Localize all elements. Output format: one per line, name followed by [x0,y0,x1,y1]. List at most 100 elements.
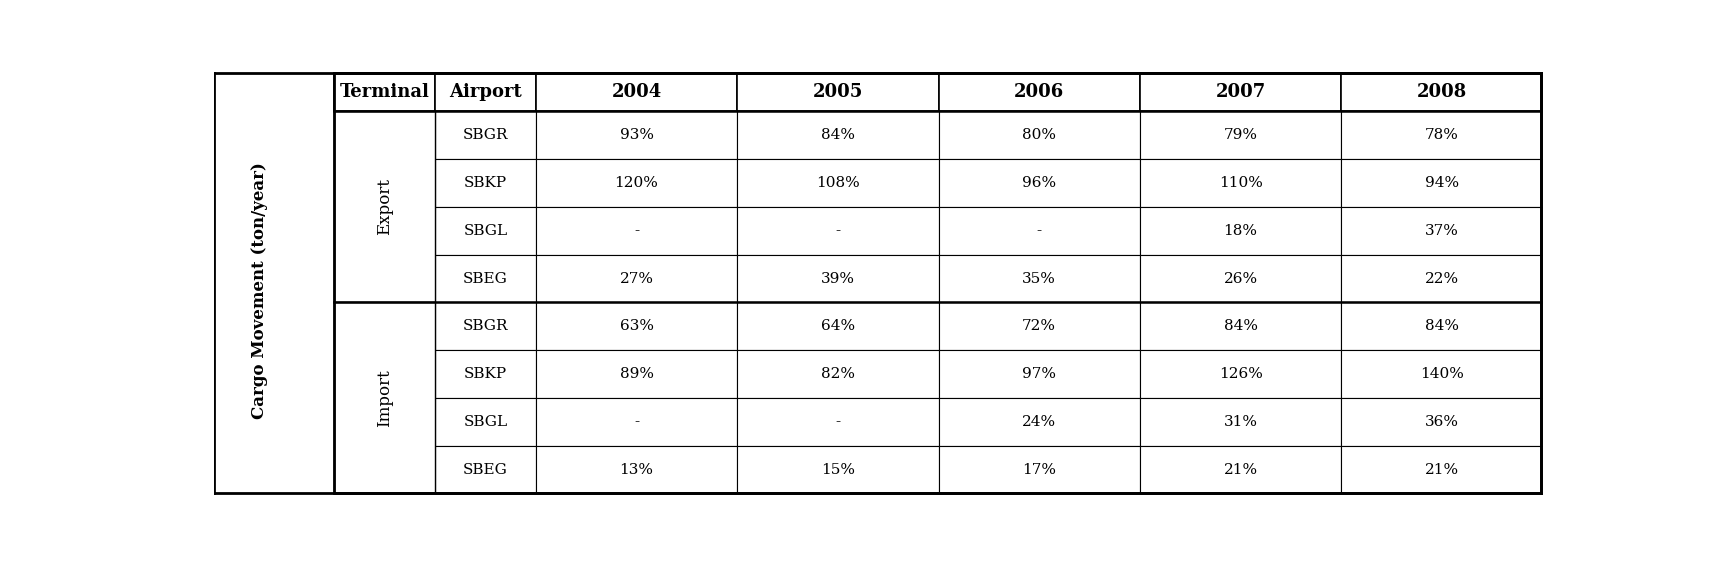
Text: 2007: 2007 [1215,83,1265,101]
Text: -: - [634,224,639,238]
Text: 140%: 140% [1419,367,1464,381]
Text: 84%: 84% [821,128,855,142]
Text: 27%: 27% [619,271,653,286]
Bar [435,446,536,494]
Bar [435,302,536,350]
Bar [737,446,939,494]
Bar [536,446,737,494]
Bar [1342,159,1543,207]
Text: SBKP: SBKP [464,367,507,381]
Text: Import: Import [377,369,393,427]
Bar [334,302,435,494]
Text: 64%: 64% [821,319,855,334]
Text: 84%: 84% [1224,319,1258,334]
Bar [1342,73,1543,112]
Bar [536,73,737,112]
Text: 2005: 2005 [812,83,864,101]
Text: 96%: 96% [1022,176,1056,190]
Text: 84%: 84% [1424,319,1459,334]
Bar [1140,302,1342,350]
Bar [939,159,1140,207]
Text: 97%: 97% [1022,367,1056,381]
Bar [435,112,536,159]
Text: 36%: 36% [1424,415,1459,429]
Bar [1342,446,1543,494]
Text: 89%: 89% [619,367,653,381]
Bar [737,112,939,159]
Bar [1140,446,1342,494]
Bar [1342,398,1543,446]
Bar [536,398,737,446]
Text: 126%: 126% [1219,367,1263,381]
Bar [737,398,939,446]
Text: 78%: 78% [1424,128,1459,142]
Bar [1140,159,1342,207]
Bar [737,159,939,207]
Text: 22%: 22% [1424,271,1459,286]
Text: SBEG: SBEG [463,463,507,476]
Bar [334,73,435,112]
Bar [939,350,1140,398]
Bar [1342,112,1543,159]
Text: SBGR: SBGR [463,128,509,142]
Bar [334,112,435,302]
Text: Terminal: Terminal [339,83,430,101]
Bar [1342,255,1543,302]
Bar [1342,302,1543,350]
Bar [435,255,536,302]
Text: SBEG: SBEG [463,271,507,286]
Text: 2004: 2004 [612,83,662,101]
Bar [939,112,1140,159]
Bar [536,112,737,159]
Text: Export: Export [377,179,393,236]
Text: 26%: 26% [1224,271,1258,286]
Text: -: - [835,415,840,429]
Bar [435,350,536,398]
Text: 21%: 21% [1424,463,1459,476]
Bar [435,398,536,446]
Bar [939,255,1140,302]
Bar [1140,73,1342,112]
Text: 35%: 35% [1022,271,1056,286]
Bar [1342,350,1543,398]
Text: 94%: 94% [1424,176,1459,190]
Bar [536,350,737,398]
Text: 17%: 17% [1022,463,1056,476]
Text: 120%: 120% [615,176,658,190]
Bar [1140,207,1342,255]
Text: -: - [1037,224,1042,238]
Bar [737,207,939,255]
Bar [435,207,536,255]
Bar [536,207,737,255]
Bar [939,398,1140,446]
Bar [1140,112,1342,159]
Bar [737,73,939,112]
Bar [1140,398,1342,446]
Text: Cargo Movement (ton/year): Cargo Movement (ton/year) [252,162,269,419]
Text: 2008: 2008 [1417,83,1467,101]
Text: SBGL: SBGL [463,224,507,238]
Text: 31%: 31% [1224,415,1258,429]
Text: 93%: 93% [619,128,653,142]
Bar [939,73,1140,112]
Text: 18%: 18% [1224,224,1258,238]
Text: -: - [634,415,639,429]
Text: SBGR: SBGR [463,319,509,334]
Text: 72%: 72% [1022,319,1056,334]
Text: 110%: 110% [1219,176,1263,190]
Bar [1140,255,1342,302]
Bar [737,350,939,398]
Text: Airport: Airport [449,83,521,101]
Text: 79%: 79% [1224,128,1258,142]
Text: 82%: 82% [821,367,855,381]
Text: 24%: 24% [1022,415,1056,429]
Text: SBGL: SBGL [463,415,507,429]
Text: 37%: 37% [1424,224,1459,238]
Bar [435,73,536,112]
Bar [435,159,536,207]
Bar [1140,350,1342,398]
Text: 63%: 63% [619,319,653,334]
Text: 80%: 80% [1022,128,1056,142]
Text: SBKP: SBKP [464,176,507,190]
Text: 108%: 108% [816,176,860,190]
